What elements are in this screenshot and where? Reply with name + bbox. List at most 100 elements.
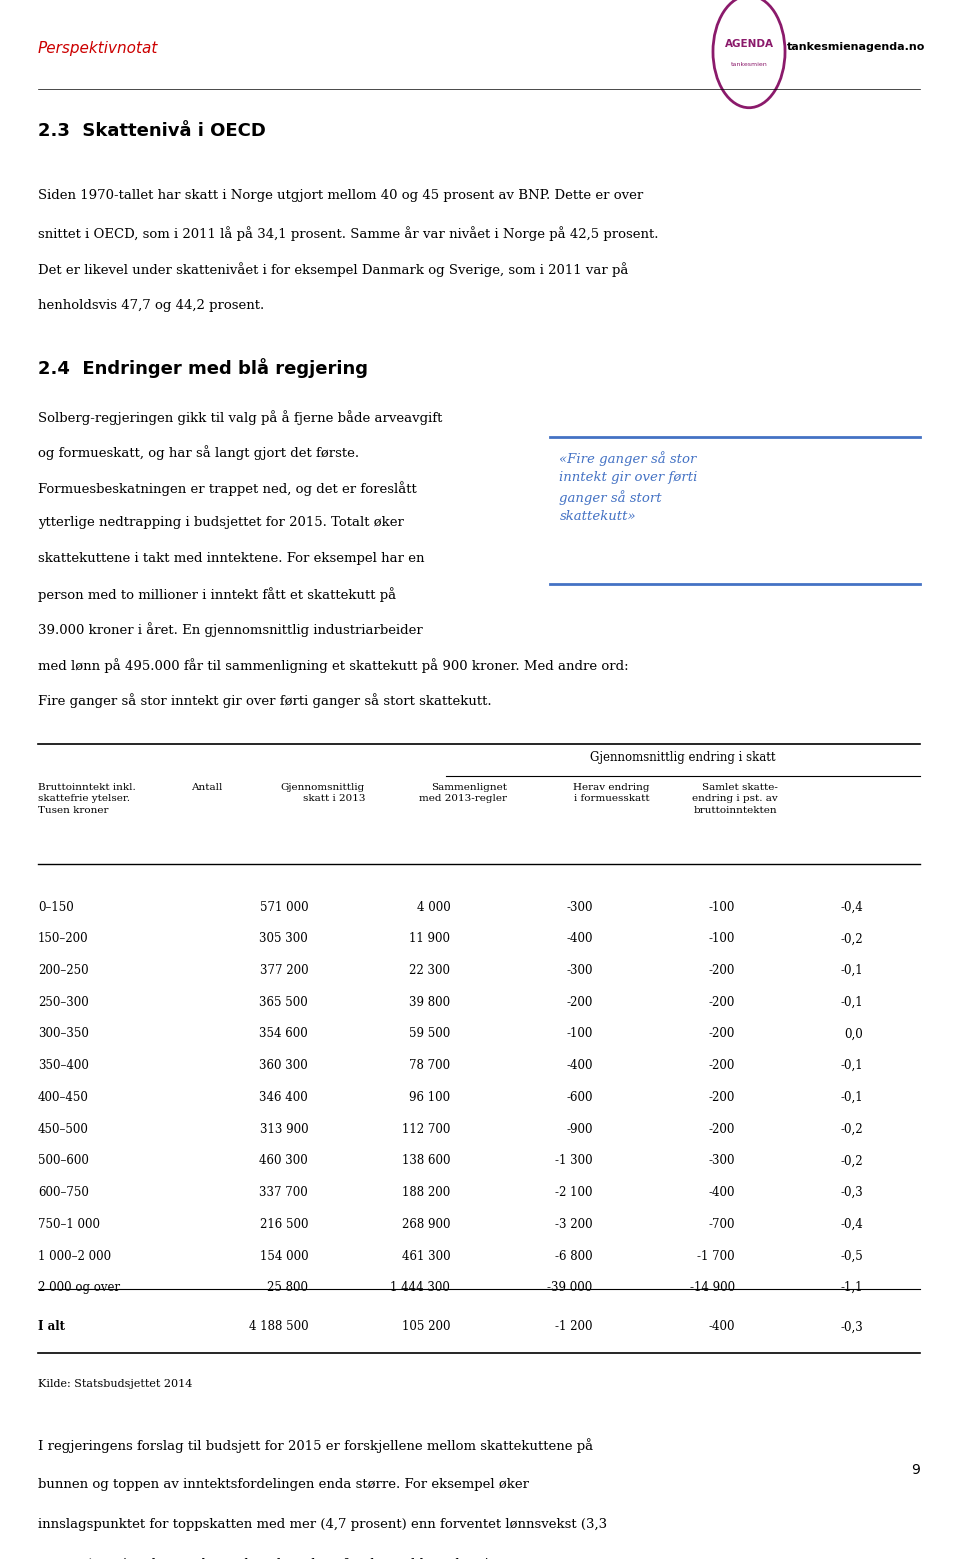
Text: -300: -300 [708, 1154, 734, 1168]
Text: 22 300: 22 300 [409, 963, 450, 977]
Text: 2.3  Skattenivå i OECD: 2.3 Skattenivå i OECD [38, 123, 266, 140]
Text: -0,2: -0,2 [840, 1122, 863, 1135]
Text: Kilde: Statsbudsjettet 2014: Kilde: Statsbudsjettet 2014 [38, 1380, 192, 1389]
Text: 200–250: 200–250 [38, 963, 88, 977]
Text: med lønn på 495.000 får til sammenligning et skattekutt på 900 kroner. Med andre: med lønn på 495.000 får til sammenlignin… [38, 658, 629, 673]
Text: snittet i OECD, som i 2011 lå på 34,1 prosent. Samme år var nivået i Norge på 42: snittet i OECD, som i 2011 lå på 34,1 pr… [38, 226, 659, 240]
Text: Formuesbeskatningen er trappet ned, og det er foreslått: Formuesbeskatningen er trappet ned, og d… [38, 480, 417, 496]
Text: ytterlige nedtrapping i budsjettet for 2015. Totalt øker: ytterlige nedtrapping i budsjettet for 2… [38, 516, 404, 530]
Text: -600: -600 [566, 1091, 592, 1104]
Text: -0,4: -0,4 [840, 901, 863, 914]
Text: 600–750: 600–750 [38, 1186, 88, 1199]
Text: 78 700: 78 700 [409, 1059, 450, 1073]
Text: -200: -200 [708, 1091, 734, 1104]
Text: 360 300: 360 300 [259, 1059, 308, 1073]
Text: Gjennomsnittlig endring i skatt: Gjennomsnittlig endring i skatt [589, 751, 776, 764]
Text: 346 400: 346 400 [259, 1091, 308, 1104]
Text: 2.4  Endringer med blå regjering: 2.4 Endringer med blå regjering [38, 359, 368, 379]
Text: -300: -300 [566, 963, 592, 977]
Text: tankesmien: tankesmien [731, 62, 767, 67]
Text: 1 444 300: 1 444 300 [391, 1281, 450, 1294]
Text: -6 800: -6 800 [555, 1249, 592, 1263]
Text: 0–150: 0–150 [38, 901, 74, 914]
Text: skattekuttene i takt med inntektene. For eksempel har en: skattekuttene i takt med inntektene. For… [38, 552, 424, 564]
Text: Herav endring
i formuesskatt: Herav endring i formuesskatt [573, 783, 650, 803]
Text: 39.000 kroner i året. En gjennomsnittlig industriarbeider: 39.000 kroner i året. En gjennomsnittlig… [38, 622, 422, 638]
Text: bunnen og toppen av inntektsfordelingen enda større. For eksempel øker: bunnen og toppen av inntektsfordelingen … [38, 1478, 529, 1490]
Text: -400: -400 [708, 1320, 734, 1333]
Text: -100: -100 [708, 932, 734, 945]
Text: -200: -200 [708, 1027, 734, 1040]
Text: 250–300: 250–300 [38, 996, 88, 1009]
Text: -100: -100 [566, 1027, 592, 1040]
Text: 350–400: 350–400 [38, 1059, 88, 1073]
Text: 105 200: 105 200 [402, 1320, 450, 1333]
Text: 4 000: 4 000 [417, 901, 450, 914]
Text: 2 000 og over: 2 000 og over [38, 1281, 120, 1294]
Text: -200: -200 [708, 996, 734, 1009]
Text: Fire ganger så stor inntekt gir over førti ganger så stort skattekutt.: Fire ganger så stor inntekt gir over før… [38, 694, 492, 708]
Text: -200: -200 [708, 1059, 734, 1073]
Text: -1 700: -1 700 [697, 1249, 734, 1263]
Text: -400: -400 [708, 1186, 734, 1199]
Text: Bruttoinntekt inkl.
skattefrie ytelser.
Tusen kroner: Bruttoinntekt inkl. skattefrie ytelser. … [38, 783, 135, 814]
Text: Det er likevel under skattenivået i for eksempel Danmark og Sverige, som i 2011 : Det er likevel under skattenivået i for … [38, 262, 628, 278]
Text: Perspektivnotat: Perspektivnotat [38, 42, 158, 56]
Text: I regjeringens forslag til budsjett for 2015 er forskjellene mellom skattekutten: I regjeringens forslag til budsjett for … [38, 1439, 593, 1453]
Text: henholdsvis 47,7 og 44,2 prosent.: henholdsvis 47,7 og 44,2 prosent. [38, 299, 264, 312]
Text: -14 900: -14 900 [689, 1281, 734, 1294]
Text: -39 000: -39 000 [547, 1281, 592, 1294]
Circle shape [713, 0, 785, 108]
Text: person med to millioner i inntekt fått et skattekutt på: person med to millioner i inntekt fått e… [38, 588, 396, 602]
Text: -0,4: -0,4 [840, 1218, 863, 1230]
Text: 500–600: 500–600 [38, 1154, 88, 1168]
Text: -0,3: -0,3 [840, 1320, 863, 1333]
Text: -0,2: -0,2 [840, 1154, 863, 1168]
Text: -200: -200 [708, 1122, 734, 1135]
Text: 354 600: 354 600 [259, 1027, 308, 1040]
Text: -1 300: -1 300 [555, 1154, 592, 1168]
Text: Gjennomsnittlig
skatt i 2013: Gjennomsnittlig skatt i 2013 [280, 783, 365, 803]
Text: -0,1: -0,1 [840, 963, 863, 977]
Text: 750–1 000: 750–1 000 [38, 1218, 100, 1230]
Text: Sammenlignet
med 2013-regler: Sammenlignet med 2013-regler [420, 783, 507, 803]
Text: «Fire ganger så stor
inntekt gir over førti
ganger så stort
skattekutt»: «Fire ganger så stor inntekt gir over fø… [560, 452, 698, 524]
Text: -400: -400 [566, 1059, 592, 1073]
Text: 0,0: 0,0 [844, 1027, 863, 1040]
Text: -1 200: -1 200 [555, 1320, 592, 1333]
Text: -0,1: -0,1 [840, 996, 863, 1009]
Text: I alt: I alt [38, 1320, 65, 1333]
Text: 461 300: 461 300 [401, 1249, 450, 1263]
Text: -200: -200 [708, 963, 734, 977]
Text: 39 800: 39 800 [409, 996, 450, 1009]
Text: -0,1: -0,1 [840, 1091, 863, 1104]
Text: innslagspunktet for toppskatten med mer (4,7 prosent) enn forventet lønnsvekst (: innslagspunktet for toppskatten med mer … [38, 1518, 607, 1531]
Text: 188 200: 188 200 [402, 1186, 450, 1199]
Text: 216 500: 216 500 [259, 1218, 308, 1230]
Text: 571 000: 571 000 [259, 901, 308, 914]
Text: 365 500: 365 500 [259, 996, 308, 1009]
Text: Solberg-regjeringen gikk til valg på å fjerne både arveavgift: Solberg-regjeringen gikk til valg på å f… [38, 410, 443, 426]
Text: 112 700: 112 700 [402, 1122, 450, 1135]
Text: og formueskatt, og har så langt gjort det første.: og formueskatt, og har så langt gjort de… [38, 446, 359, 460]
Text: 150–200: 150–200 [38, 932, 88, 945]
Text: 9: 9 [911, 1462, 920, 1476]
Text: AGENDA: AGENDA [725, 39, 774, 50]
Text: -1,1: -1,1 [840, 1281, 863, 1294]
Text: 450–500: 450–500 [38, 1122, 88, 1135]
Text: Antall: Antall [191, 783, 223, 792]
Text: -700: -700 [708, 1218, 734, 1230]
Text: 96 100: 96 100 [409, 1091, 450, 1104]
Text: 268 900: 268 900 [402, 1218, 450, 1230]
Text: -400: -400 [566, 932, 592, 945]
Text: 377 200: 377 200 [259, 963, 308, 977]
Text: 59 500: 59 500 [409, 1027, 450, 1040]
Text: -100: -100 [708, 901, 734, 914]
Text: -3 200: -3 200 [555, 1218, 592, 1230]
Text: Samlet skatte-
endring i pst. av
bruttoinntekten: Samlet skatte- endring i pst. av bruttoi… [692, 783, 778, 814]
Text: 1 000–2 000: 1 000–2 000 [38, 1249, 111, 1263]
Text: 400–450: 400–450 [38, 1091, 88, 1104]
Text: -0,5: -0,5 [840, 1249, 863, 1263]
Text: 11 900: 11 900 [409, 932, 450, 945]
Text: -2 100: -2 100 [555, 1186, 592, 1199]
